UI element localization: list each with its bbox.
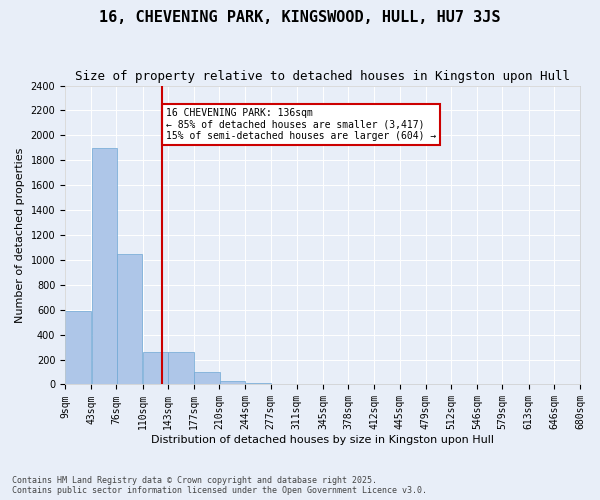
Text: 16 CHEVENING PARK: 136sqm
← 85% of detached houses are smaller (3,417)
15% of se: 16 CHEVENING PARK: 136sqm ← 85% of detac… <box>166 108 437 141</box>
X-axis label: Distribution of detached houses by size in Kingston upon Hull: Distribution of detached houses by size … <box>151 435 494 445</box>
Bar <box>246 383 271 384</box>
Title: Size of property relative to detached houses in Kingston upon Hull: Size of property relative to detached ho… <box>75 70 570 83</box>
Bar <box>168 352 194 384</box>
Bar <box>65 311 91 384</box>
Bar <box>92 148 117 384</box>
Bar <box>194 372 220 384</box>
Bar <box>143 352 168 384</box>
Bar <box>220 380 245 384</box>
Y-axis label: Number of detached properties: Number of detached properties <box>15 148 25 322</box>
Text: 16, CHEVENING PARK, KINGSWOOD, HULL, HU7 3JS: 16, CHEVENING PARK, KINGSWOOD, HULL, HU7… <box>99 10 501 25</box>
Bar <box>117 254 142 384</box>
Text: Contains HM Land Registry data © Crown copyright and database right 2025.
Contai: Contains HM Land Registry data © Crown c… <box>12 476 427 495</box>
